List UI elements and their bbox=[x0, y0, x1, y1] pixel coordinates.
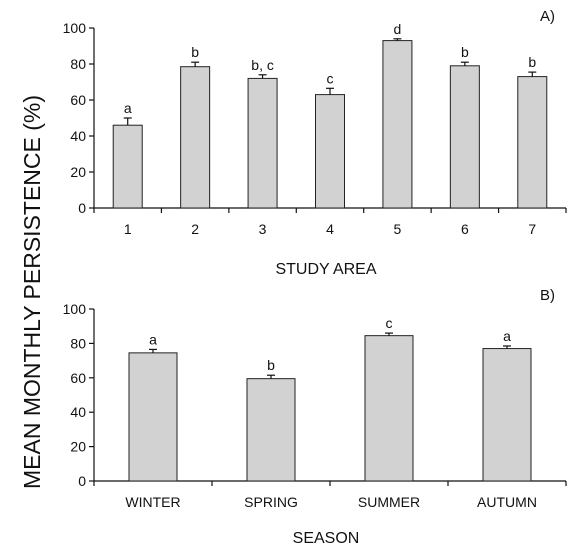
panel-b-significance-label: b bbox=[267, 357, 275, 373]
panel-a-bar bbox=[247, 77, 278, 209]
panel-b-bar bbox=[482, 348, 532, 482]
panel-b-y-tick-label: 60 bbox=[70, 370, 86, 386]
panel-b-x-tick-label: SPRING bbox=[244, 494, 298, 510]
panel-a-bar bbox=[517, 76, 548, 209]
panel-b-y-tick-label: 80 bbox=[70, 335, 86, 351]
panel-a-y-tick-label: 0 bbox=[78, 200, 86, 216]
panel-b-significance-label: a bbox=[149, 331, 157, 347]
panel-a-bar bbox=[112, 124, 143, 209]
panel-a-bar bbox=[382, 40, 413, 209]
panel-a-label: A) bbox=[540, 8, 555, 25]
panel-a-significance-label: d bbox=[394, 21, 402, 37]
panel-a-significance-label: b, c bbox=[251, 57, 274, 73]
panel-a-bar bbox=[449, 65, 480, 209]
panel-a-x-tick-label: 1 bbox=[124, 221, 132, 237]
panel-a-study-area: A) STUDY AREA 0 20 40 60 80 100 a 1 b 2 b, c 3 c 4 d 5 b… bbox=[63, 8, 567, 278]
panel-a-significance-label: b bbox=[461, 44, 469, 60]
panel-a-x-tick-label: 7 bbox=[528, 221, 536, 237]
panel-b-x-axis-title: SEASON bbox=[293, 530, 360, 547]
y-axis-title: MEAN MONTHLY PERSISTENCE (%) bbox=[19, 95, 45, 489]
panel-b-bar bbox=[246, 378, 296, 482]
panel-a-y-tick-label: 80 bbox=[70, 56, 86, 72]
panel-a-x-tick-label: 6 bbox=[461, 221, 469, 237]
panel-b-x-tick-label: SUMMER bbox=[358, 494, 420, 510]
panel-b-label: B) bbox=[540, 287, 555, 304]
panel-a-bar bbox=[180, 66, 211, 209]
panel-b-x-tick-label: AUTUMN bbox=[477, 494, 537, 510]
panel-a-significance-label: c bbox=[327, 70, 334, 86]
panel-a-y-tick-label: 100 bbox=[63, 20, 87, 36]
panel-a-x-axis-title: STUDY AREA bbox=[275, 261, 376, 278]
panel-b-bar bbox=[364, 335, 414, 482]
panel-b-y-tick-label: 20 bbox=[70, 439, 86, 455]
panel-b-significance-label: c bbox=[386, 315, 393, 331]
panel-a-y-tick-label: 60 bbox=[70, 92, 86, 108]
panel-b-y-tick-label: 100 bbox=[63, 301, 87, 317]
panel-a-significance-label: a bbox=[124, 100, 132, 116]
panel-a-x-tick-label: 5 bbox=[394, 221, 402, 237]
panel-b-y-tick-label: 40 bbox=[70, 404, 86, 420]
panel-a-bar bbox=[315, 94, 345, 209]
panel-a-x-tick-label: 4 bbox=[326, 221, 334, 237]
panel-b-significance-label: a bbox=[503, 328, 511, 344]
panel-b-x-tick-label: WINTER bbox=[125, 494, 180, 510]
panel-a-x-tick-label: 2 bbox=[191, 221, 199, 237]
panel-a-y-tick-label: 40 bbox=[70, 128, 86, 144]
panel-a-significance-label: b bbox=[191, 44, 199, 60]
panel-a-significance-label: b bbox=[528, 54, 536, 70]
panel-b-season: B) SEASON 0 20 40 60 80 100 a WINTER b SPRING c SUM… bbox=[63, 287, 567, 547]
panel-b-y-tick-label: 0 bbox=[78, 473, 86, 489]
panel-a-y-tick-label: 20 bbox=[70, 164, 86, 180]
panel-a-x-tick-label: 3 bbox=[259, 221, 267, 237]
panel-b-bar bbox=[128, 352, 178, 482]
